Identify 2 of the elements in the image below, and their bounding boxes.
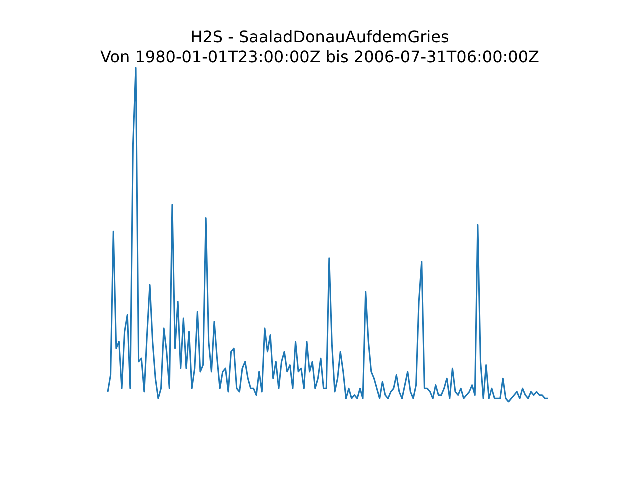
chart-subtitle: Von 1980-01-01T23:00:00Z bis 2006-07-31T06:00:00Z <box>100 48 540 66</box>
chart-title: H2S - SaaladDonauAufdemGries <box>190 28 450 46</box>
